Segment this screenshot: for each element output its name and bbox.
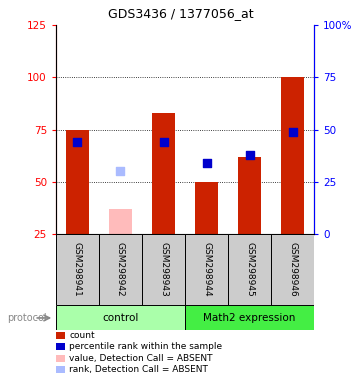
Text: Math2 expression: Math2 expression <box>203 313 296 323</box>
Text: control: control <box>102 313 139 323</box>
Bar <box>195 182 218 234</box>
Bar <box>228 234 271 305</box>
Bar <box>281 77 304 234</box>
Point <box>161 139 166 145</box>
Text: count: count <box>69 331 95 340</box>
Text: GSM298945: GSM298945 <box>245 242 254 297</box>
Text: percentile rank within the sample: percentile rank within the sample <box>69 342 222 351</box>
Bar <box>185 305 314 330</box>
Bar <box>185 234 228 305</box>
Text: GSM298941: GSM298941 <box>73 242 82 297</box>
Bar <box>271 234 314 305</box>
Bar <box>142 234 185 305</box>
Text: rank, Detection Call = ABSENT: rank, Detection Call = ABSENT <box>69 365 208 374</box>
Point <box>247 152 252 158</box>
Bar <box>56 234 99 305</box>
Point <box>204 160 209 166</box>
Bar <box>99 234 142 305</box>
Bar <box>56 305 185 330</box>
Text: GSM298944: GSM298944 <box>202 242 211 297</box>
Text: value, Detection Call = ABSENT: value, Detection Call = ABSENT <box>69 354 213 363</box>
Point <box>290 129 295 135</box>
Text: GSM298942: GSM298942 <box>116 242 125 297</box>
Text: protocol: protocol <box>7 313 47 323</box>
Bar <box>238 157 261 234</box>
Bar <box>152 113 175 234</box>
Text: GSM298943: GSM298943 <box>159 242 168 297</box>
Bar <box>66 130 89 234</box>
Text: GSM298946: GSM298946 <box>288 242 297 297</box>
Bar <box>109 209 132 234</box>
Point <box>118 168 123 174</box>
Point <box>75 139 81 145</box>
Text: GDS3436 / 1377056_at: GDS3436 / 1377056_at <box>108 7 253 20</box>
